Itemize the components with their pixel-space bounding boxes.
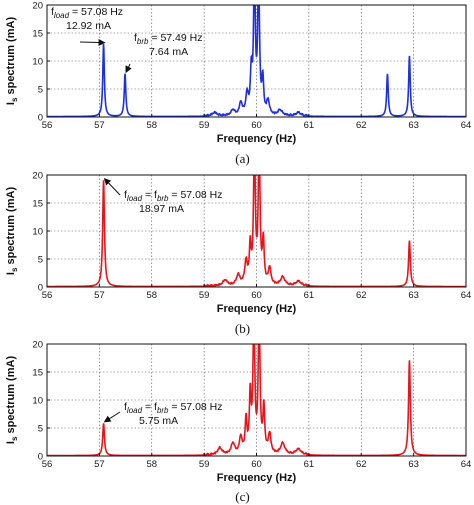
y-axis-label: Is spectrum (mA) bbox=[5, 356, 19, 445]
annotation-arrow bbox=[79, 38, 106, 46]
annotation-value: 18.97 mA bbox=[139, 203, 184, 215]
x-tick-label: 64 bbox=[461, 459, 472, 470]
x-tick-label: 56 bbox=[42, 459, 53, 470]
x-axis-label: Frequency (Hz) bbox=[217, 303, 297, 315]
spectrum-series bbox=[47, 344, 466, 456]
y-axis-label: Is spectrum (mA) bbox=[5, 187, 19, 276]
x-tick-label: 59 bbox=[199, 290, 210, 301]
y-tick-label: 20 bbox=[32, 1, 43, 12]
y-tick-label: 15 bbox=[32, 29, 43, 40]
y-tick-label: 0 bbox=[38, 113, 43, 124]
x-tick-label: 61 bbox=[304, 120, 315, 131]
chart-panel-3: 56 57 58 59 60 61 62 63 64 0 5 10 15 20 Frequency (Hz)… bbox=[5, 340, 472, 505]
x-tick-label: 57 bbox=[94, 290, 105, 301]
annotation-value: 5.75 mA bbox=[139, 415, 178, 427]
x-tick-label: 59 bbox=[199, 120, 210, 131]
x-tick-label: 61 bbox=[304, 290, 315, 301]
x-tick-label: 60 bbox=[251, 120, 262, 131]
x-tick-label: 58 bbox=[146, 459, 157, 470]
y-tick-label: 20 bbox=[32, 171, 43, 182]
y-tick-label: 5 bbox=[38, 255, 43, 266]
x-tick-label: 59 bbox=[199, 459, 210, 470]
x-tick-label: 56 bbox=[42, 120, 53, 131]
chart-panel-1: 56 57 58 59 60 61 62 63 64 0 5 10 15 20 Frequency (Hz)… bbox=[5, 1, 472, 167]
y-tick-label: 15 bbox=[32, 368, 43, 379]
panel-caption: (c) bbox=[235, 489, 249, 504]
x-tick-label: 56 bbox=[42, 290, 53, 301]
x-tick-label: 62 bbox=[356, 459, 367, 470]
y-tick-label: 5 bbox=[38, 424, 43, 435]
x-tick-label: 57 bbox=[94, 459, 105, 470]
y-tick-label: 10 bbox=[32, 396, 43, 407]
annotation-value: 7.64 mA bbox=[149, 46, 188, 58]
x-tick-label: 62 bbox=[356, 290, 367, 301]
x-tick-label: 60 bbox=[251, 459, 262, 470]
y-tick-label: 20 bbox=[32, 340, 43, 351]
panel-caption: (a) bbox=[235, 151, 249, 166]
y-axis-label: Is spectrum (mA) bbox=[5, 17, 19, 106]
annotation-label: fload = fbrb = 57.08 Hz bbox=[124, 189, 223, 203]
annotation-arrow bbox=[103, 411, 121, 423]
x-tick-label: 60 bbox=[251, 290, 262, 301]
chart-panel-2: 56 57 58 59 60 61 62 63 64 0 5 10 15 20 Frequency (Hz)… bbox=[5, 171, 472, 337]
y-tick-label: 5 bbox=[38, 85, 43, 96]
x-axis-label: Frequency (Hz) bbox=[217, 133, 297, 145]
spectrum-series bbox=[47, 5, 466, 117]
x-axis-label: Frequency (Hz) bbox=[217, 472, 297, 484]
y-tick-label: 15 bbox=[32, 199, 43, 210]
annotation-arrow bbox=[103, 178, 121, 196]
annotation-label: fload = fbrb = 57.08 Hz bbox=[124, 401, 223, 415]
y-tick-label: 10 bbox=[32, 227, 43, 238]
x-tick-label: 58 bbox=[146, 290, 157, 301]
annotation-label: fload = 57.08 Hz bbox=[51, 6, 123, 20]
x-tick-label: 57 bbox=[94, 120, 105, 131]
spectrum-series bbox=[47, 175, 466, 287]
panel-caption: (b) bbox=[235, 321, 250, 336]
annotation-label: fbrb = 57.49 Hz bbox=[134, 32, 202, 46]
x-tick-label: 64 bbox=[461, 290, 472, 301]
x-tick-label: 62 bbox=[356, 120, 367, 131]
annotation-arrow bbox=[125, 63, 132, 74]
y-tick-label: 0 bbox=[38, 452, 43, 463]
x-tick-label: 58 bbox=[146, 120, 157, 131]
x-tick-label: 63 bbox=[408, 459, 419, 470]
x-tick-label: 63 bbox=[408, 290, 419, 301]
annotation-value: 12.92 mA bbox=[66, 20, 111, 32]
x-tick-label: 64 bbox=[461, 120, 472, 131]
x-tick-label: 61 bbox=[304, 459, 315, 470]
y-tick-label: 0 bbox=[38, 283, 43, 294]
y-tick-label: 10 bbox=[32, 57, 43, 68]
x-tick-label: 63 bbox=[408, 120, 419, 131]
